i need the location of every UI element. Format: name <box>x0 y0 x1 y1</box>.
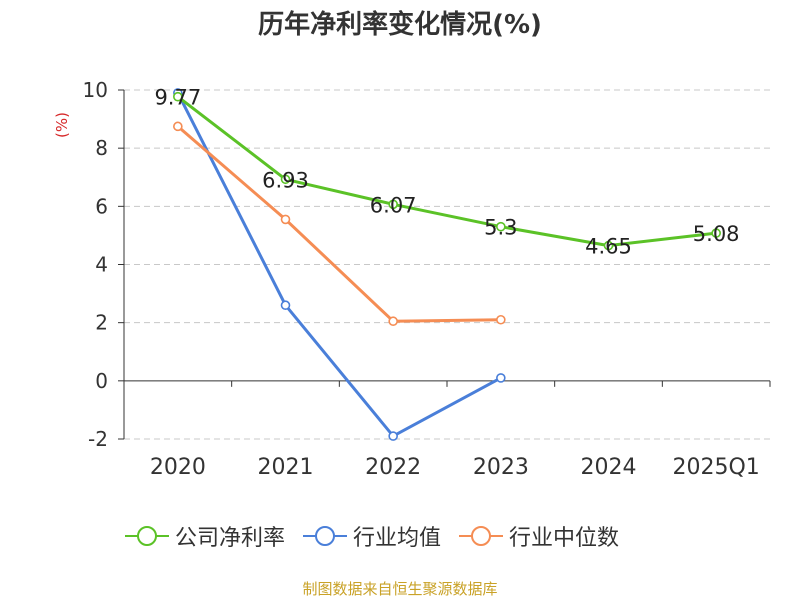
data-label: 6.93 <box>262 168 309 192</box>
data-label: 5.3 <box>484 216 517 240</box>
series-line <box>176 95 717 248</box>
legend-item-company[interactable]: 公司净利率 <box>125 520 285 552</box>
x-tick-label: 2021 <box>258 455 314 480</box>
source-note: 制图数据来自恒生聚源数据库 <box>302 580 498 598</box>
data-label: 4.65 <box>585 235 632 259</box>
data-label: 5.08 <box>693 222 740 246</box>
y-tick-label: 0 <box>95 369 108 393</box>
data-label: 6.07 <box>370 193 417 217</box>
x-tick-label: 2025Q1 <box>673 455 760 480</box>
y-tick-label: 4 <box>95 253 108 277</box>
data-point <box>173 121 183 132</box>
data-point <box>711 228 721 238</box>
chart-legend: 公司净利率 行业均值 行业中位数 <box>125 520 637 552</box>
x-tick-label: 2024 <box>581 455 637 480</box>
chart-title: 历年净利率变化情况(%) <box>258 10 542 40</box>
x-tick-label: 2022 <box>365 455 421 480</box>
series-line <box>176 92 502 438</box>
data-point <box>496 314 506 325</box>
legend-marker-company <box>125 526 169 546</box>
data-point <box>280 214 291 225</box>
y-tick-label: 2 <box>95 311 108 335</box>
legend-item-industry-average[interactable]: 行业均值 <box>303 520 441 552</box>
legend-label-industry-median: 行业中位数 <box>509 526 620 551</box>
data-point <box>280 300 291 311</box>
data-label: 9.77 <box>154 86 201 110</box>
y-tick-label: 8 <box>95 136 108 160</box>
x-tick-label: 2020 <box>150 455 206 480</box>
legend-label-industry-average: 行业均值 <box>353 526 442 551</box>
y-tick-label: -2 <box>88 427 108 451</box>
data-point <box>388 316 398 327</box>
y-tick-label: 10 <box>83 78 108 102</box>
y-tick-label: 6 <box>95 194 108 218</box>
legend-item-industry-median[interactable]: 行业中位数 <box>459 520 619 552</box>
legend-marker-industry-median <box>459 526 504 546</box>
legend-label-company: 公司净利率 <box>175 526 286 551</box>
data-point <box>388 431 398 441</box>
y-axis-label: (%) <box>53 112 71 138</box>
data-point <box>496 373 506 383</box>
data-point <box>388 199 398 210</box>
x-tick-label: 2023 <box>473 455 529 480</box>
data-point <box>280 174 291 185</box>
series-line <box>176 125 501 323</box>
data-point <box>603 240 614 251</box>
legend-marker-industry-average <box>303 526 348 546</box>
data-point <box>173 91 183 102</box>
data-point <box>496 221 506 232</box>
